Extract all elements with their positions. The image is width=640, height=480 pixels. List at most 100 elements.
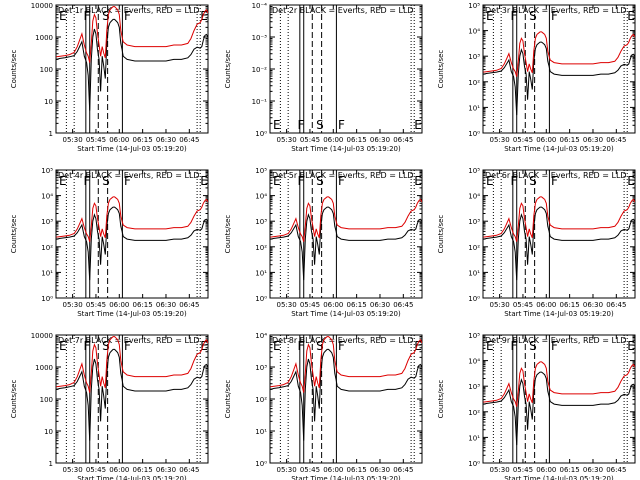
y-tick-label: 1000 <box>35 364 53 372</box>
interval-flag: E <box>627 339 635 353</box>
y-tick-label: 10⁰ <box>468 460 480 468</box>
y-tick-label: 1000 <box>35 34 53 42</box>
time-markers <box>279 5 415 133</box>
interval-flag: F <box>510 339 517 353</box>
interval-flag: E <box>59 174 67 188</box>
y-tick-label: 10¹ <box>255 428 267 436</box>
plot-frame <box>269 169 423 299</box>
interval-flag: F <box>124 9 131 23</box>
y-tick-label: 10² <box>255 396 267 404</box>
x-tick-label: 05:45 <box>86 136 106 144</box>
interval-flag: E <box>200 339 208 353</box>
panel-title: Det 5r BLACK = Events, RED = LLD <box>272 171 414 180</box>
time-markers <box>279 335 415 463</box>
interval-flag: F <box>124 174 131 188</box>
y-tick-label: 1 <box>49 460 53 468</box>
x-tick-label: 06:00 <box>323 466 343 474</box>
interval-flag: E <box>414 118 422 132</box>
interval-flag: S <box>529 9 537 23</box>
x-tick-label: 05:45 <box>513 301 533 309</box>
x-tick-label: 06:30 <box>583 301 603 309</box>
y-tick-label: 10⁰ <box>255 460 267 468</box>
interval-flag: F <box>338 118 345 132</box>
x-tick-label: 05:45 <box>86 466 106 474</box>
interval-flag: E <box>59 339 67 353</box>
series-line-lld <box>483 31 635 77</box>
y-tick-label: 10³ <box>255 218 267 226</box>
y-tick-label: 10⁵ <box>255 167 267 175</box>
x-tick-label: 06:45 <box>606 301 626 309</box>
y-tick-label: 100 <box>40 396 53 404</box>
y-tick-label: 10³ <box>468 53 480 61</box>
interval-flag: E <box>200 174 208 188</box>
x-tick-label: 06:00 <box>109 301 129 309</box>
plot-frame <box>55 169 209 299</box>
interval-flag: E <box>627 9 635 23</box>
x-tick-label: 05:45 <box>513 136 533 144</box>
y-tick-label: 10 <box>44 98 53 106</box>
interval-flag: S <box>316 118 324 132</box>
x-axis-label: Start Time (14-Jul-03 05:19:20) <box>291 310 401 318</box>
interval-flag: F <box>338 174 345 188</box>
y-tick-label: 10⁰ <box>255 295 267 303</box>
x-tick-label: 05:30 <box>277 301 297 309</box>
x-axis-label: Start Time (14-Jul-03 05:19:20) <box>291 475 401 480</box>
y-axis-label: Counts/sec <box>437 50 445 89</box>
y-tick-label: 10⁵ <box>468 167 480 175</box>
y-tick-label: 10¹ <box>41 269 53 277</box>
x-tick-label: 05:30 <box>277 466 297 474</box>
time-markers <box>65 335 201 463</box>
interval-flag: S <box>316 339 324 353</box>
x-tick-label: 06:15 <box>133 466 153 474</box>
x-tick-label: 06:15 <box>560 136 580 144</box>
interval-flag: F <box>551 9 558 23</box>
y-tick-label: 10⁰ <box>468 130 480 138</box>
y-tick-label: 10² <box>41 244 53 252</box>
x-tick-label: 06:00 <box>109 136 129 144</box>
x-tick-label: 05:30 <box>63 301 83 309</box>
x-tick-label: 06:15 <box>133 301 153 309</box>
y-tick-label: 10³ <box>255 364 267 372</box>
y-tick-label: 10⁴ <box>255 332 267 340</box>
panel-det-2: Det 2r BLACK = Events, RED = LLD E F S F E 05:… <box>224 2 423 153</box>
plot-frame <box>482 169 636 299</box>
series-line-events <box>56 18 208 111</box>
series-line-lld <box>483 361 635 407</box>
series-line-events <box>56 348 208 441</box>
x-axis-label: Start Time (14-Jul-03 05:19:20) <box>77 475 187 480</box>
interval-flag: F <box>297 174 304 188</box>
y-tick-label: 10⁻² <box>252 66 268 74</box>
y-tick-label: 100 <box>40 66 53 74</box>
x-tick-label: 06:15 <box>560 466 580 474</box>
interval-flag: F <box>510 9 517 23</box>
y-tick-label: 10⁰ <box>41 295 53 303</box>
interval-flag: F <box>297 339 304 353</box>
x-tick-label: 06:00 <box>109 466 129 474</box>
y-axis-label: Counts/sec <box>437 215 445 254</box>
x-tick-label: 06:30 <box>156 466 176 474</box>
y-axis-label: Counts/sec <box>224 215 232 254</box>
series-line-lld <box>483 196 635 242</box>
x-axis-label: Start Time (14-Jul-03 05:19:20) <box>504 145 614 153</box>
x-tick-label: 06:00 <box>536 301 556 309</box>
interval-flag: F <box>510 174 517 188</box>
y-tick-label: 10⁵ <box>468 2 480 10</box>
interval-flag: S <box>102 174 110 188</box>
y-tick-label: 10000 <box>31 332 53 340</box>
panel-title: Det 3r BLACK = Events, RED = LLD <box>485 6 627 15</box>
interval-flag: E <box>59 9 67 23</box>
x-axis-label: Start Time (14-Jul-03 05:19:20) <box>291 145 401 153</box>
panel-title: Det 4r BLACK = Events, RED = LLD <box>58 171 200 180</box>
x-tick-label: 05:45 <box>300 466 320 474</box>
x-tick-label: 05:45 <box>300 301 320 309</box>
series-line-events <box>483 206 635 281</box>
x-tick-label: 06:45 <box>393 466 413 474</box>
plot-frame <box>269 334 423 464</box>
x-axis-label: Start Time (14-Jul-03 05:19:20) <box>504 310 614 318</box>
y-tick-label: 10⁴ <box>41 193 53 201</box>
interval-flag: F <box>338 339 345 353</box>
